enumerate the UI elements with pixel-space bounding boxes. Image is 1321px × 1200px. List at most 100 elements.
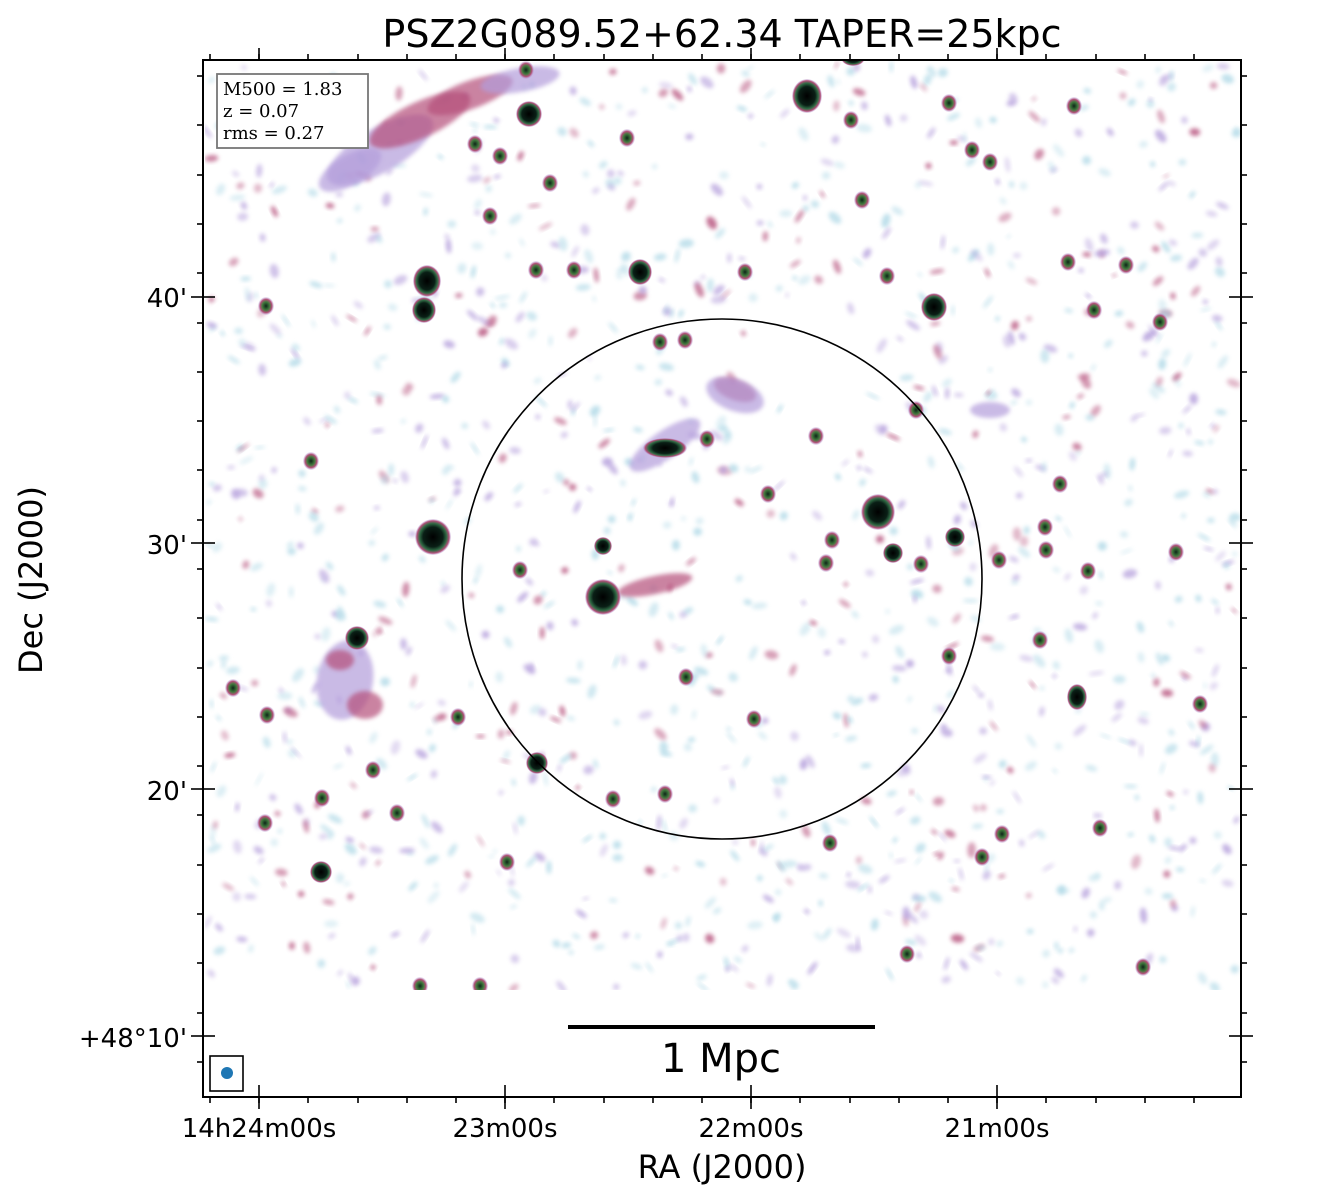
noise-speck (1082, 155, 1092, 165)
noise-speck (437, 154, 444, 160)
noise-speck (764, 89, 775, 99)
noise-speck (1233, 816, 1240, 824)
noise-speck (933, 851, 939, 856)
noise-speck (911, 727, 919, 734)
noise-speck (978, 692, 985, 698)
noise-speck (644, 866, 655, 875)
noise-speck (603, 526, 611, 535)
noise-speck (571, 619, 579, 627)
noise-speck (1104, 339, 1113, 348)
noise-speck (509, 446, 521, 455)
noise-speck (1202, 299, 1209, 305)
noise-speck (589, 405, 601, 417)
noise-speck (350, 782, 357, 789)
noise-speck (710, 295, 727, 304)
noise-speck (1221, 74, 1234, 84)
compact-source (1052, 475, 1068, 493)
noise-speck (333, 405, 341, 414)
extended-emission-blob (480, 66, 560, 94)
noise-speck (1155, 376, 1163, 387)
noise-speck (368, 946, 377, 955)
noise-speck (1221, 879, 1234, 887)
noise-speck (926, 616, 939, 627)
noise-speck (1073, 724, 1087, 736)
point-source (921, 293, 947, 321)
noise-speck (1096, 813, 1102, 819)
noise-speck (380, 475, 389, 485)
noise-speck (1119, 531, 1129, 538)
noise-speck (909, 578, 925, 584)
noise-speck (1189, 191, 1196, 199)
noise-speck (375, 860, 381, 866)
noise-speck (1081, 974, 1087, 983)
compact-source (974, 848, 990, 866)
noise-speck (832, 711, 842, 720)
noise-speck (1026, 734, 1037, 748)
noise-speck (1183, 789, 1189, 795)
noise-speck (1094, 249, 1110, 257)
noise-speck (715, 415, 727, 431)
noise-speck (1190, 285, 1201, 297)
noise-speck (558, 236, 568, 252)
noise-speck (344, 843, 357, 855)
noise-speck (426, 728, 432, 736)
compact-source (450, 708, 466, 726)
noise-speck (498, 789, 504, 796)
noise-speck (833, 100, 840, 112)
noise-speck (789, 259, 801, 268)
noise-speck (746, 65, 755, 71)
noise-speck (802, 195, 808, 201)
noise-speck (1169, 805, 1175, 810)
noise-speck (810, 200, 820, 208)
noise-speck (515, 311, 525, 323)
point-source (945, 527, 965, 547)
noise-speck (785, 292, 790, 298)
noise-speck (715, 228, 726, 239)
noise-speck (297, 542, 304, 549)
noise-speck (654, 639, 664, 653)
noise-speck (1169, 899, 1177, 908)
noise-speck (1161, 348, 1171, 359)
noise-speck (256, 164, 263, 178)
noise-speck (641, 87, 648, 94)
noise-speck (622, 932, 630, 939)
noise-speck (688, 804, 697, 813)
noise-speck (675, 647, 686, 652)
noise-speck (711, 689, 724, 695)
noise-speck (1200, 744, 1214, 755)
noise-speck (538, 708, 547, 717)
noise-speck (1094, 639, 1104, 653)
noise-speck (517, 150, 524, 162)
noise-speck (1198, 248, 1208, 257)
noise-speck (899, 374, 914, 381)
noise-speck (1144, 887, 1153, 895)
noise-speck (258, 363, 267, 376)
noise-speck (1181, 116, 1188, 124)
noise-speck (886, 967, 894, 981)
noise-speck (608, 898, 618, 903)
noise-speck (941, 975, 951, 984)
noise-speck (1161, 241, 1171, 253)
noise-speck (543, 489, 550, 494)
noise-speck (232, 170, 240, 177)
noise-speck (626, 197, 636, 211)
noise-speck (705, 933, 715, 944)
compact-source (482, 207, 498, 225)
point-source (526, 752, 548, 774)
noise-speck (933, 344, 942, 360)
noise-speck (792, 275, 798, 281)
noise-speck (484, 492, 494, 502)
noise-speck (590, 931, 599, 940)
noise-speck (1052, 768, 1058, 774)
x-axis-label: RA (J2000) (638, 1148, 807, 1186)
noise-speck (1168, 239, 1178, 246)
noise-speck (853, 257, 863, 266)
noise-speck (998, 212, 1012, 222)
compact-source (677, 331, 693, 349)
noise-speck (474, 199, 482, 210)
noise-speck (229, 194, 246, 201)
noise-speck (932, 797, 944, 806)
noise-speck (1122, 569, 1138, 579)
noise-speck (704, 897, 717, 909)
noise-speck (539, 626, 545, 640)
